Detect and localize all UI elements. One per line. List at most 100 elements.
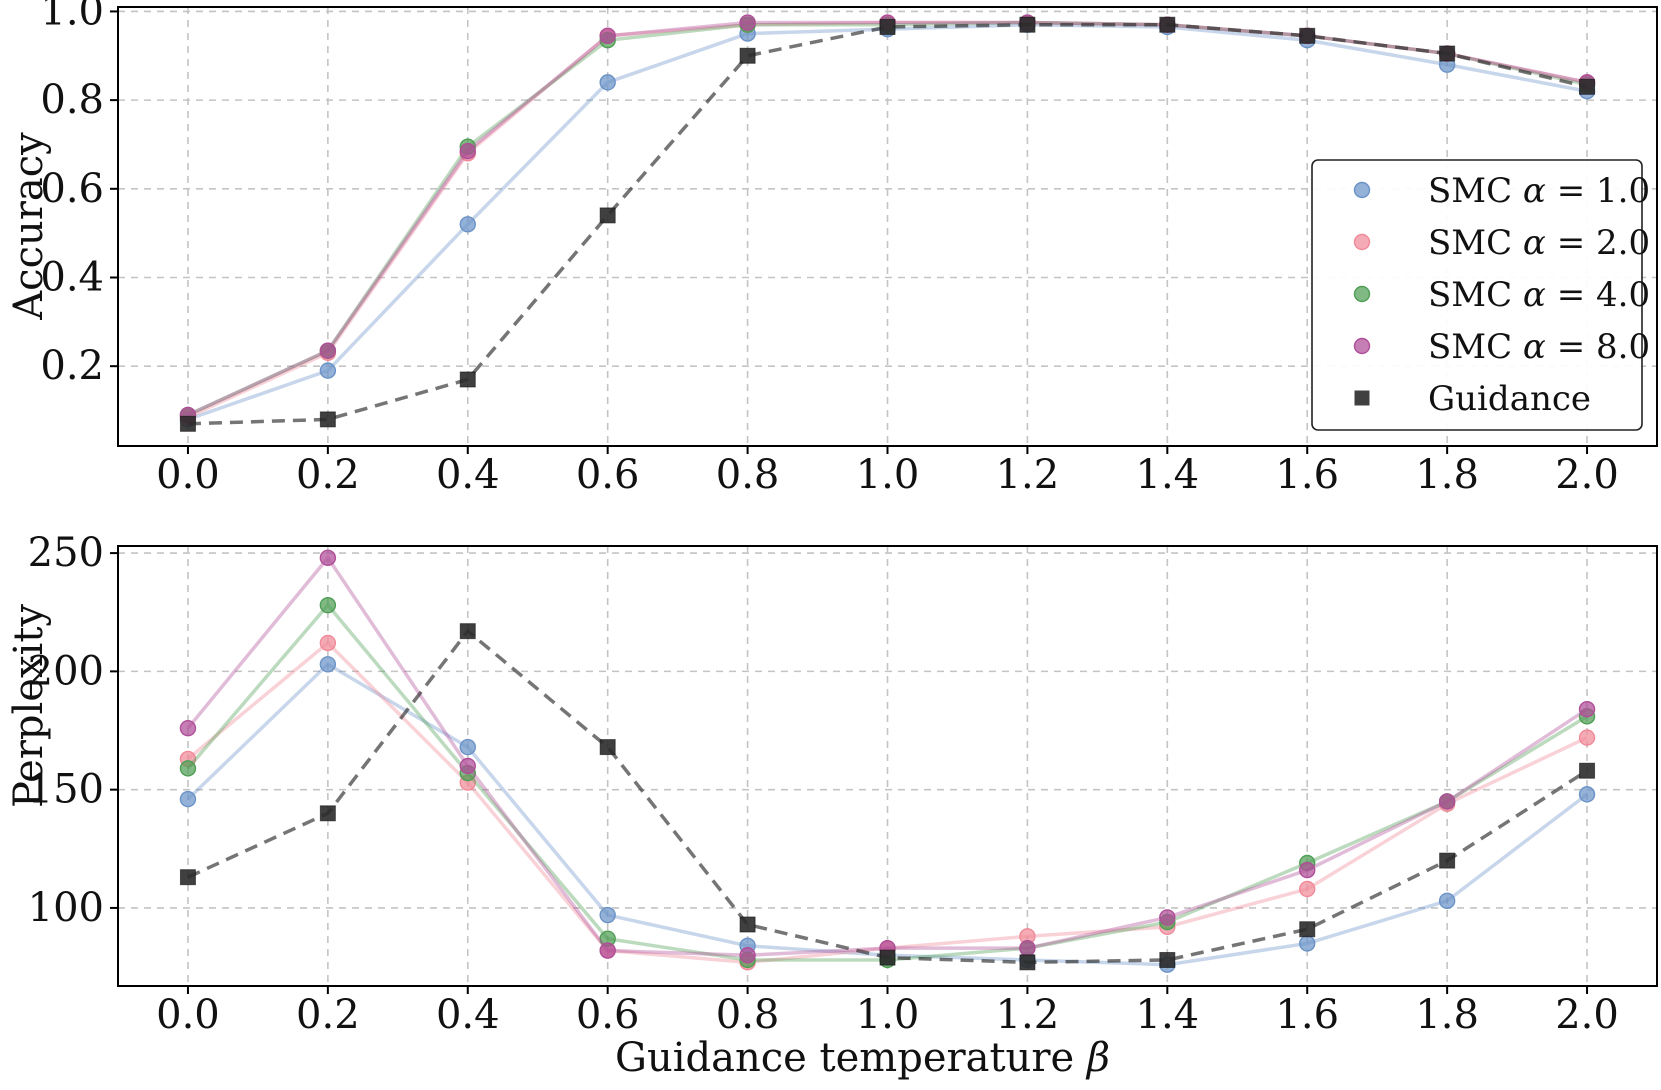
- data-point: [179, 869, 196, 886]
- legend-label-value: 1.0: [1596, 171, 1650, 211]
- data-point: [1579, 762, 1596, 779]
- legend-marker: [1353, 337, 1371, 355]
- data-point: [1299, 880, 1316, 898]
- legend-label: SMC α = 1.0: [1428, 171, 1650, 211]
- x-axis-label-text: Guidance temperature: [615, 1035, 1074, 1081]
- data-point: [459, 757, 476, 775]
- data-point: [599, 27, 616, 45]
- series-guidance: [179, 16, 1596, 432]
- data-point: [179, 719, 197, 737]
- legend-entry: SMC α = 2.0: [1353, 223, 1650, 263]
- plot-panel-accuracy: 0.0 0.2 0.4 0.6 0.8 1.0 1.2 1.4 1.6 1.8 2.0 0.2 0.4 0…: [6, 0, 1658, 498]
- data-point: [1579, 78, 1596, 95]
- data-point: [1438, 892, 1456, 910]
- x-tick-label: 1.2: [996, 992, 1060, 1038]
- y-tick-label: 0.8: [40, 77, 104, 123]
- y-tick-label: 150: [28, 767, 104, 813]
- x-tick-label: 0.6: [576, 992, 640, 1038]
- data-point: [319, 549, 337, 567]
- x-tick-label: 1.2: [996, 452, 1060, 498]
- legend-alpha-symbol: α: [1512, 327, 1546, 367]
- legend-equals: =: [1546, 275, 1596, 315]
- legend-alpha-symbol: α: [1512, 223, 1546, 263]
- x-tick-label: 1.6: [1275, 992, 1339, 1038]
- x-tick-label: 0.4: [436, 992, 500, 1038]
- legend-marker: [1353, 233, 1371, 251]
- data-point: [739, 947, 756, 964]
- legend-label: SMC α = 2.0: [1428, 223, 1650, 263]
- data-point: [739, 47, 756, 64]
- y-axis-label: Accuracy: [6, 132, 52, 321]
- legend-label-prefix: SMC: [1428, 327, 1512, 367]
- legend-entry: SMC α = 8.0: [1353, 327, 1650, 367]
- data-point: [1299, 861, 1316, 879]
- data-point: [1159, 951, 1176, 968]
- x-tick-label: 1.0: [856, 452, 920, 498]
- legend-alpha-symbol: α: [1512, 275, 1546, 315]
- data-point: [599, 906, 616, 924]
- data-point: [319, 656, 337, 673]
- x-tick-label: 1.8: [1415, 452, 1479, 498]
- legend-entry: Guidance: [1354, 379, 1591, 419]
- data-point: [599, 74, 616, 91]
- legend-label: SMC α = 8.0: [1428, 327, 1650, 367]
- data-point: [599, 942, 616, 959]
- data-point: [1019, 954, 1036, 971]
- data-point: [1299, 935, 1316, 952]
- series-smc-8-0: [179, 549, 1596, 964]
- legend-equals: =: [1546, 327, 1596, 367]
- x-tick-label: 1.4: [1136, 452, 1200, 498]
- axis-ticks: 0.0 0.2 0.4 0.6 0.8 1.0 1.2 1.4 1.6 1.8 2.0 100 150 2…: [28, 530, 1619, 1038]
- data-point: [1019, 939, 1036, 957]
- data-point: [319, 362, 337, 379]
- legend-entry: SMC α = 1.0: [1353, 171, 1650, 211]
- x-tick-label: 1.4: [1136, 992, 1200, 1038]
- data-point: [1019, 16, 1036, 33]
- y-tick-label: 1.0: [40, 0, 104, 34]
- data-point: [1438, 793, 1456, 810]
- legend-label-prefix: SMC: [1428, 223, 1512, 263]
- legend-entry: SMC α = 4.0: [1353, 275, 1650, 315]
- y-tick-label: 200: [28, 648, 104, 694]
- data-point: [1578, 786, 1596, 803]
- data-point: [599, 207, 616, 224]
- legend-label: Guidance: [1428, 379, 1591, 419]
- data-point: [879, 18, 896, 35]
- y-tick-label: 0.4: [40, 254, 104, 300]
- x-tick-label: 1.0: [856, 992, 920, 1038]
- data-point: [879, 949, 896, 966]
- data-point: [319, 342, 337, 359]
- y-tick-label: 250: [28, 530, 104, 576]
- data-point: [319, 634, 337, 652]
- plot-panel-perplexity: 0.0 0.2 0.4 0.6 0.8 1.0 1.2 1.4 1.6 1.8 2.0 100 150 2…: [6, 530, 1658, 1081]
- data-point: [179, 790, 197, 808]
- data-point: [1299, 27, 1316, 44]
- legend-label-value: 4.0: [1596, 275, 1650, 315]
- y-tick-label: 100: [28, 885, 104, 931]
- legend-equals: =: [1546, 223, 1596, 263]
- data-point: [1439, 45, 1456, 62]
- x-tick-label: 2.0: [1555, 452, 1619, 498]
- x-axis-label-space: [1074, 1035, 1087, 1081]
- legend-marker: [1354, 390, 1370, 406]
- data-point: [739, 916, 756, 933]
- x-tick-label: 0.8: [716, 452, 780, 498]
- data-point: [459, 142, 476, 160]
- legend-marker: [1353, 181, 1371, 199]
- x-tick-label: 0.8: [716, 992, 780, 1038]
- data-point: [459, 738, 476, 756]
- data-point: [179, 415, 196, 432]
- data-point: [599, 739, 616, 756]
- data-point: [319, 411, 336, 428]
- x-tick-label: 0.0: [156, 452, 220, 498]
- x-tick-label: 0.2: [296, 452, 360, 498]
- data-point: [179, 760, 197, 777]
- x-tick-label: 2.0: [1555, 992, 1619, 1038]
- legend-label-prefix: SMC: [1428, 171, 1512, 211]
- legend-label-value: 2.0: [1596, 223, 1650, 263]
- data-point: [1578, 701, 1596, 718]
- data-point: [739, 14, 756, 31]
- x-tick-label: 0.6: [576, 452, 640, 498]
